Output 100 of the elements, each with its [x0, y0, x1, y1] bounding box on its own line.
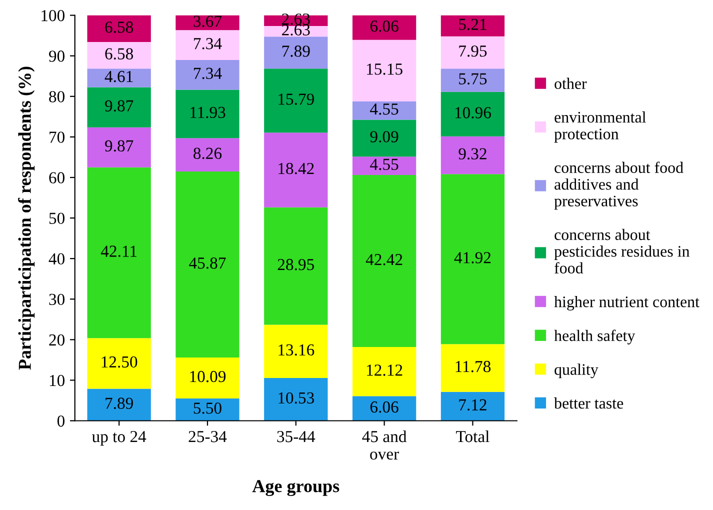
- bar: [87, 388, 151, 421]
- bar: [87, 15, 151, 42]
- data-label: 7.34: [194, 38, 222, 50]
- data-label: 5.50: [194, 402, 222, 414]
- data-label: 4.61: [104, 70, 133, 82]
- bar: [440, 68, 505, 92]
- y-tick-label: 90: [49, 50, 65, 62]
- bar: [440, 136, 505, 174]
- y-tick-label: 30: [49, 294, 65, 306]
- data-label: 9.09: [370, 131, 398, 142]
- bar: [264, 324, 328, 378]
- data-label: 7.12: [459, 399, 486, 411]
- bar: [87, 68, 151, 88]
- bar: [176, 172, 240, 358]
- bar: [440, 174, 505, 344]
- bar: [352, 156, 416, 176]
- bar: [352, 40, 416, 102]
- y-axis-title: Participarticipation of respondents (%): [18, 66, 35, 370]
- x-tick-label: 45 and over: [362, 430, 407, 460]
- y-tick-label: 60: [49, 172, 65, 184]
- data-label: 4.55: [370, 104, 398, 115]
- data-label: 42.42: [366, 254, 402, 266]
- legend-label: other: [554, 78, 587, 90]
- data-label: 10.96: [455, 107, 491, 118]
- data-label: 8.26: [194, 148, 222, 160]
- bar: [440, 392, 505, 421]
- y-tick-label: 80: [49, 91, 65, 102]
- bar: [440, 92, 505, 136]
- data-label: 15.15: [367, 64, 402, 75]
- data-label: 7.89: [282, 46, 310, 57]
- legend-label: environmental protection: [554, 111, 646, 143]
- y-tick-label: 10: [50, 374, 65, 386]
- y-tick-label: 20: [49, 334, 65, 346]
- x-tick-label: Total: [456, 430, 490, 442]
- data-label: 13.16: [278, 344, 314, 356]
- bar: [264, 36, 328, 69]
- x-tick-label: 25-34: [188, 431, 227, 442]
- data-label: 9.87: [105, 140, 134, 152]
- bar: [440, 15, 505, 36]
- x-tick-label: up to 24: [92, 431, 146, 446]
- data-label: 10.09: [190, 370, 226, 382]
- legend-label: better taste: [554, 397, 624, 409]
- bar: [352, 120, 416, 157]
- y-tick-label: 100: [42, 10, 65, 22]
- data-label: 7.95: [459, 45, 487, 57]
- y-tick-label: 70: [50, 132, 65, 143]
- data-label: 2.63: [282, 14, 310, 25]
- data-label: 9.32: [458, 148, 486, 160]
- bar: [440, 344, 505, 392]
- data-label: 28.95: [278, 258, 314, 270]
- data-label: 5.21: [459, 18, 486, 30]
- legend-label: concerns about pesticides residues in food: [554, 228, 690, 274]
- bar: [176, 15, 240, 30]
- data-label: 11.93: [190, 106, 226, 118]
- data-label: 5.75: [459, 73, 487, 85]
- data-label: 6.58: [105, 48, 134, 60]
- bar: [176, 358, 240, 398]
- x-axis-title: Age groups: [252, 480, 340, 496]
- data-label: 4.55: [370, 158, 398, 170]
- bar: [176, 138, 240, 172]
- legend-label: concerns about food additives and preservatives: [554, 162, 684, 210]
- bar: [87, 338, 151, 389]
- data-label: 45.87: [189, 257, 226, 269]
- data-label: 42.11: [100, 246, 137, 257]
- bar: [87, 42, 151, 69]
- bar: [264, 132, 328, 208]
- bar: [87, 167, 151, 338]
- data-label: 7.34: [194, 68, 222, 80]
- data-label: 6.06: [370, 20, 398, 32]
- data-label: 11.78: [456, 360, 491, 372]
- bar: [264, 68, 328, 133]
- data-label: 15.79: [278, 94, 314, 105]
- legend-label: higher nutrient content: [554, 296, 700, 311]
- bar: [352, 15, 416, 40]
- bar: [176, 30, 240, 60]
- bar: [352, 347, 416, 396]
- y-tick-label: 40: [48, 253, 65, 265]
- y-tick-label: 50: [49, 212, 65, 224]
- bar: [264, 207, 328, 325]
- bar: [352, 101, 416, 120]
- data-label: 7.89: [106, 398, 133, 409]
- x-tick-label: 35-44: [277, 431, 316, 442]
- bar: [440, 36, 505, 69]
- y-tick-label: 0: [57, 415, 65, 427]
- bar: [352, 175, 416, 348]
- legend-label: health safety: [554, 330, 636, 344]
- bar: [87, 127, 151, 168]
- data-label: 12.50: [102, 356, 138, 368]
- data-label: 12.12: [367, 364, 402, 376]
- legend-label: quality: [554, 364, 598, 378]
- data-label: 3.67: [194, 16, 222, 27]
- bar: [176, 398, 240, 421]
- data-label: 2.63: [282, 24, 310, 36]
- bar: [176, 60, 240, 90]
- data-label: 18.42: [278, 162, 314, 174]
- data-label: 10.53: [278, 392, 314, 404]
- data-label: 6.58: [105, 22, 134, 33]
- data-label: 41.92: [454, 252, 491, 264]
- bar: [264, 378, 328, 421]
- data-label: 6.06: [370, 401, 398, 413]
